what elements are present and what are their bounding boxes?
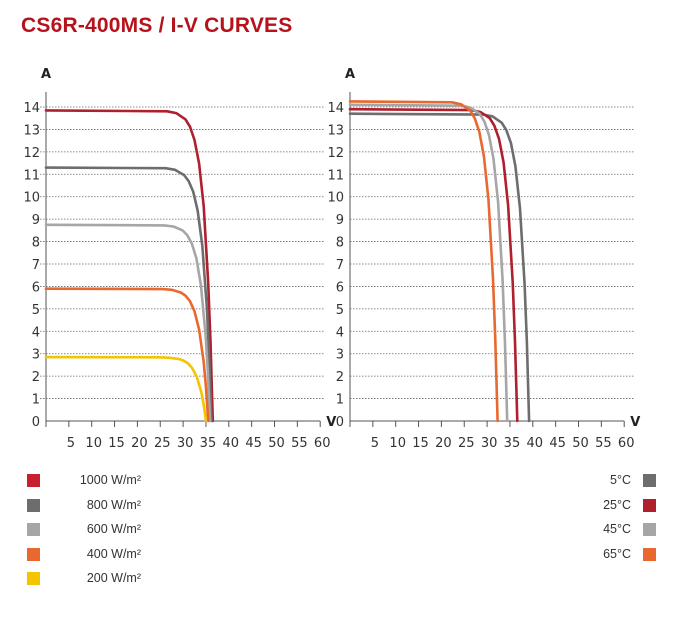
- series-line-400-w-m-: [44, 287, 210, 423]
- chart-title: CS6R-400MS / I-V CURVES: [21, 14, 293, 37]
- y-tick-label: 4: [336, 325, 344, 340]
- series-line-600-w-m-: [44, 223, 212, 423]
- x-tick-label: 15: [108, 436, 125, 451]
- series-line-1000-w-m-: [44, 109, 215, 423]
- y-tick-label: 7: [336, 258, 344, 273]
- x-tick-label: 50: [572, 436, 589, 451]
- legend-swatch: [643, 474, 656, 487]
- y-tick-label: 3: [32, 348, 40, 363]
- legend-label: 25°C: [603, 497, 631, 512]
- legend-label: 5°C: [610, 473, 631, 487]
- legend-label: 1000 W/m²: [79, 473, 141, 487]
- x-tick-label: 5: [371, 436, 379, 451]
- x-tick-label: 35: [200, 436, 217, 451]
- x-tick-label: 10: [389, 436, 406, 451]
- x-axis-label: V: [326, 415, 336, 430]
- legend-swatch: [27, 474, 40, 487]
- legend-swatch: [27, 498, 40, 512]
- x-axis-label: V: [630, 415, 640, 430]
- y-axis-label: A: [41, 67, 51, 82]
- y-tick-label: 0: [32, 415, 40, 430]
- legend-label: 200 W/m²: [86, 571, 141, 586]
- y-tick-label: 6: [32, 280, 40, 295]
- x-tick-label: 10: [85, 436, 102, 451]
- y-tick-label: 7: [32, 258, 40, 273]
- x-tick-label: 60: [314, 436, 331, 451]
- legend-swatch: [27, 523, 40, 537]
- y-tick-label: 8: [32, 236, 40, 251]
- legend-swatch: [643, 547, 656, 561]
- y-tick-label: 3: [336, 348, 344, 363]
- x-tick-label: 55: [291, 436, 308, 451]
- series-line-5-c: [348, 112, 531, 423]
- legend-swatch: [27, 572, 40, 586]
- legend-swatch: [643, 498, 656, 512]
- x-tick-label: 30: [177, 436, 194, 451]
- legend-label: 600 W/m²: [86, 522, 141, 537]
- x-tick-label: 15: [412, 436, 429, 451]
- y-tick-label: 1: [336, 393, 344, 408]
- x-tick-label: 50: [268, 436, 285, 451]
- y-tick-label: 5: [32, 303, 40, 318]
- y-tick-label: 5: [336, 303, 344, 318]
- x-tick-label: 20: [131, 436, 148, 451]
- y-tick-label: 2: [32, 370, 40, 385]
- legend-label: 45°C: [603, 522, 631, 537]
- y-tick-label: 13: [327, 123, 344, 138]
- x-tick-label: 40: [223, 436, 240, 451]
- y-tick-label: 11: [23, 168, 40, 183]
- series-line-800-w-m-: [44, 166, 213, 423]
- legend-label: 400 W/m²: [86, 546, 141, 561]
- x-tick-label: 30: [481, 436, 498, 451]
- x-tick-label: 35: [504, 436, 521, 451]
- y-tick-label: 8: [336, 236, 344, 251]
- y-tick-label: 1: [32, 393, 40, 408]
- y-tick-label: 14: [23, 101, 40, 116]
- y-tick-label: 12: [327, 146, 344, 161]
- y-tick-label: 9: [336, 213, 344, 228]
- y-tick-label: 12: [23, 146, 40, 161]
- x-tick-label: 25: [458, 436, 475, 451]
- x-tick-label: 5: [67, 436, 75, 451]
- legend-label: 800 W/m²: [86, 497, 141, 512]
- y-tick-label: 13: [23, 123, 40, 138]
- y-tick-label: 0: [336, 415, 344, 430]
- x-tick-label: 45: [245, 436, 262, 451]
- y-tick-label: 6: [336, 280, 344, 295]
- y-axis-label: A: [345, 67, 355, 82]
- legend-swatch: [27, 547, 40, 561]
- series-line-65-c: [348, 100, 499, 423]
- x-tick-label: 25: [154, 436, 171, 451]
- y-tick-label: 9: [32, 213, 40, 228]
- y-tick-label: 10: [327, 191, 344, 206]
- y-tick-label: 11: [327, 168, 344, 183]
- x-tick-label: 45: [549, 436, 566, 451]
- x-tick-label: 40: [527, 436, 544, 451]
- series-line-200-w-m-: [44, 355, 208, 423]
- x-tick-label: 20: [435, 436, 452, 451]
- legend-swatch: [643, 523, 656, 537]
- y-tick-label: 4: [32, 325, 40, 340]
- y-tick-label: 10: [23, 191, 40, 206]
- series-line-45-c: [348, 103, 509, 423]
- y-tick-label: 2: [336, 370, 344, 385]
- x-tick-label: 55: [595, 436, 612, 451]
- y-tick-label: 14: [327, 101, 344, 116]
- legend-label: 65°C: [603, 546, 631, 561]
- x-tick-label: 60: [618, 436, 635, 451]
